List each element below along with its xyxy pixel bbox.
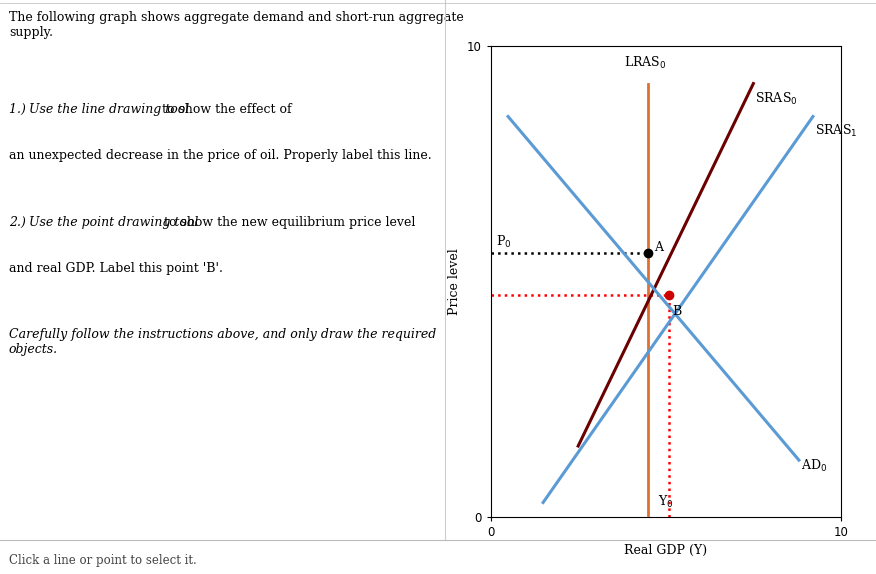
Text: Use the line drawing tool: Use the line drawing tool (30, 103, 189, 117)
Text: 1.): 1.) (9, 103, 30, 117)
Text: and real GDP. Label this point 'B'.: and real GDP. Label this point 'B'. (9, 262, 223, 275)
Text: B: B (672, 305, 682, 318)
Text: P$_0$: P$_0$ (496, 234, 512, 250)
Text: to show the effect of: to show the effect of (159, 103, 292, 117)
Text: A: A (654, 241, 663, 254)
Text: SRAS$_1$: SRAS$_1$ (815, 123, 857, 139)
Text: LRAS$_0$: LRAS$_0$ (624, 55, 666, 71)
Text: AD$_0$: AD$_0$ (801, 457, 827, 474)
Y-axis label: Price level: Price level (449, 248, 461, 315)
X-axis label: Real GDP (Y): Real GDP (Y) (625, 544, 707, 557)
Text: Click a line or point to select it.: Click a line or point to select it. (9, 554, 196, 567)
Text: Y$_0$: Y$_0$ (658, 494, 674, 510)
Text: SRAS$_0$: SRAS$_0$ (755, 90, 798, 107)
Text: 2.): 2.) (9, 216, 30, 229)
Text: Use the point drawing tool: Use the point drawing tool (30, 216, 199, 229)
Text: an unexpected decrease in the price of oil. Properly label this line.: an unexpected decrease in the price of o… (9, 149, 431, 162)
Text: Carefully follow the instructions above, and only draw the required
objects.: Carefully follow the instructions above,… (9, 328, 436, 356)
Text: to show the new equilibrium price level: to show the new equilibrium price level (160, 216, 415, 229)
Text: The following graph shows aggregate demand and short-run aggregate
supply.: The following graph shows aggregate dema… (9, 11, 463, 40)
